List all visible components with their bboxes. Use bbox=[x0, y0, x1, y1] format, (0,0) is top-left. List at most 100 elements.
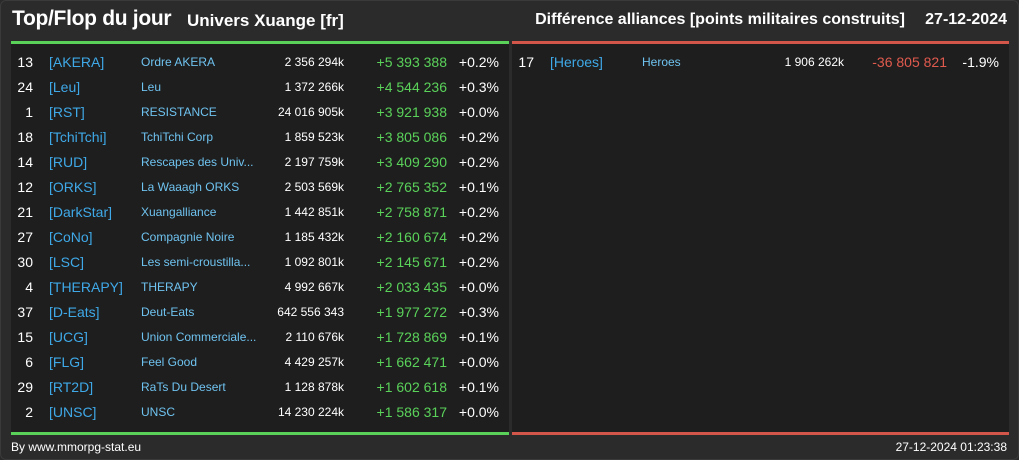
alliance-row: 37 [D-Eats] Deut-Eats 642 556 343 +1 977 272… bbox=[11, 300, 509, 325]
alliance-rank: 29 bbox=[17, 379, 33, 395]
alliance-row: 21 [DarkStar] Xuangalliance 1 442 851k +2 75… bbox=[11, 200, 509, 225]
top-panel: 13 [AKERA] Ordre AKERA 2 356 294k +5 393 388… bbox=[11, 41, 509, 433]
alliance-tag-link[interactable]: [Leu] bbox=[49, 79, 81, 95]
alliance-tag-link[interactable]: [AKERA] bbox=[49, 54, 105, 70]
alliance-points: 2 197 759k bbox=[284, 155, 344, 169]
alliance-percent: +0.0% bbox=[458, 354, 499, 370]
alliance-row: 1 [RST] RESISTANCE 24 016 905k +3 921 938 +0.… bbox=[11, 100, 509, 125]
alliance-diff: +2 765 352 bbox=[376, 179, 447, 195]
alliance-rank: 4 bbox=[25, 279, 33, 295]
alliance-rank: 21 bbox=[17, 204, 33, 220]
alliance-rank: 12 bbox=[17, 179, 33, 195]
alliance-tag-link[interactable]: [Heroes] bbox=[550, 54, 603, 70]
alliance-row: 18 [TchiTchi] TchiTchi Corp 1 859 523k +3 80… bbox=[11, 125, 509, 150]
alliance-diff: +3 409 290 bbox=[376, 154, 447, 170]
universe-label: Univers Xuange [fr] bbox=[187, 11, 344, 30]
alliance-row: 2 [UNSC] UNSC 14 230 224k +1 586 317 +0.0% bbox=[11, 400, 509, 425]
alliance-diff: +1 728 869 bbox=[376, 329, 447, 345]
alliance-row: 12 [ORKS] La Waaagh ORKS 2 503 569k +2 765 3… bbox=[11, 175, 509, 200]
alliance-percent: +0.1% bbox=[458, 179, 499, 195]
alliance-percent: +0.2% bbox=[458, 204, 499, 220]
alliance-rank: 24 bbox=[17, 79, 33, 95]
alliance-tag-link[interactable]: [RT2D] bbox=[49, 379, 94, 395]
alliance-name-link[interactable]: La Waaagh ORKS bbox=[141, 180, 240, 194]
alliance-percent: +0.0% bbox=[458, 104, 499, 120]
alliance-tag-link[interactable]: [UNSC] bbox=[49, 404, 97, 420]
alliance-row: 15 [UCG] Union Commerciale... 2 110 676k +1 … bbox=[11, 325, 509, 350]
alliance-diff: +2 145 671 bbox=[376, 254, 447, 270]
alliance-tag-link[interactable]: [LSC] bbox=[49, 254, 85, 270]
alliance-name-link[interactable]: Feel Good bbox=[141, 355, 198, 369]
alliance-percent: +0.1% bbox=[458, 329, 499, 345]
alliance-diff: +2 033 435 bbox=[376, 279, 447, 295]
alliance-tag-link[interactable]: [TchiTchi] bbox=[49, 129, 107, 145]
alliance-name-link[interactable]: RaTs Du Desert bbox=[141, 380, 226, 394]
alliance-points: 4 992 667k bbox=[284, 280, 344, 294]
alliance-points: 1 185 432k bbox=[284, 230, 344, 244]
alliance-name-link[interactable]: Heroes bbox=[642, 55, 681, 69]
ranking-subtitle: Différence alliances [points militaires … bbox=[535, 11, 905, 28]
footer-timestamp: 27-12-2024 01:23:38 bbox=[895, 440, 1007, 454]
alliance-rank: 37 bbox=[17, 304, 33, 320]
alliance-name-link[interactable]: Union Commerciale... bbox=[141, 330, 257, 344]
alliance-rank: 18 bbox=[17, 129, 33, 145]
alliance-tag-link[interactable]: [RUD] bbox=[49, 154, 88, 170]
alliance-rank: 30 bbox=[17, 254, 33, 270]
alliance-percent: +0.0% bbox=[458, 279, 499, 295]
alliance-diff: +3 921 938 bbox=[376, 104, 447, 120]
alliance-rank: 2 bbox=[25, 404, 33, 420]
alliance-rank: 6 bbox=[25, 354, 33, 370]
alliance-name-link[interactable]: Compagnie Noire bbox=[141, 230, 235, 244]
alliance-tag-link[interactable]: [CoNo] bbox=[49, 229, 93, 245]
alliance-row: 17 [Heroes] Heroes 1 906 262k -36 805 821 -1.… bbox=[512, 50, 1009, 75]
alliance-name-link[interactable]: THERAPY bbox=[141, 280, 198, 294]
alliance-percent: +0.2% bbox=[458, 154, 499, 170]
alliance-row: 29 [RT2D] RaTs Du Desert 1 128 878k +1 602 6… bbox=[11, 375, 509, 400]
alliance-name-link[interactable]: Deut-Eats bbox=[141, 305, 195, 319]
alliance-rank: 15 bbox=[17, 329, 33, 345]
alliance-tag-link[interactable]: [DarkStar] bbox=[49, 204, 113, 220]
alliance-percent: +0.0% bbox=[458, 404, 499, 420]
alliance-name-link[interactable]: Xuangalliance bbox=[141, 205, 217, 219]
alliance-tag-link[interactable]: [RST] bbox=[49, 104, 85, 120]
alliance-row: 6 [FLG] Feel Good 4 429 257k +1 662 471 +0.0% bbox=[11, 350, 509, 375]
alliance-diff: +2 160 674 bbox=[376, 229, 447, 245]
alliance-rank: 1 bbox=[25, 104, 33, 120]
alliance-diff: +1 977 272 bbox=[376, 304, 447, 320]
alliance-percent: +0.2% bbox=[458, 54, 499, 70]
alliance-row: 30 [LSC] Les semi-croustilla... 1 092 801k +… bbox=[11, 250, 509, 275]
alliance-tag-link[interactable]: [UCG] bbox=[49, 329, 88, 345]
alliance-points: 24 016 905k bbox=[277, 105, 344, 119]
alliance-name-link[interactable]: TchiTchi Corp bbox=[141, 130, 214, 144]
alliance-name-link[interactable]: UNSC bbox=[141, 405, 176, 419]
alliance-points: 2 110 676k bbox=[285, 330, 345, 344]
header-date: 27-12-2024 bbox=[925, 11, 1007, 28]
alliance-rank: 13 bbox=[17, 54, 33, 70]
alliance-points: 1 372 266k bbox=[284, 80, 344, 94]
alliance-rank: 14 bbox=[17, 154, 33, 170]
source-credit: By www.mmorpg-stat.eu bbox=[11, 440, 142, 454]
alliance-name-link[interactable]: RESISTANCE bbox=[141, 105, 217, 119]
alliance-percent: +0.3% bbox=[458, 79, 499, 95]
alliance-diff: +5 393 388 bbox=[376, 54, 447, 70]
alliance-percent: +0.2% bbox=[458, 254, 499, 270]
alliance-tag-link[interactable]: [ORKS] bbox=[49, 179, 97, 195]
alliance-name-link[interactable]: Leu bbox=[141, 80, 162, 94]
alliance-tag-link[interactable]: [D-Eats] bbox=[49, 304, 100, 320]
alliance-tag-link[interactable]: [FLG] bbox=[49, 354, 85, 370]
alliance-percent: +0.2% bbox=[458, 229, 499, 245]
alliance-row: 24 [Leu] Leu 1 372 266k +4 544 236 +0.3% bbox=[11, 75, 509, 100]
alliance-name-link[interactable]: Ordre AKERA bbox=[141, 55, 216, 69]
alliance-points: 2 356 294k bbox=[284, 55, 344, 69]
alliance-percent: +0.1% bbox=[458, 379, 499, 395]
alliance-rank: 17 bbox=[518, 54, 534, 70]
alliance-row: 4 [THERAPY] THERAPY 4 992 667k +2 033 435 +0.… bbox=[11, 275, 509, 300]
alliance-name-link[interactable]: Les semi-croustilla... bbox=[141, 255, 251, 269]
alliance-name-link[interactable]: Rescapes des Univ... bbox=[141, 155, 254, 169]
alliance-points: 1 128 878k bbox=[284, 380, 344, 394]
alliance-diff: +3 805 086 bbox=[376, 129, 447, 145]
alliance-points: 1 092 801k bbox=[284, 255, 344, 269]
flop-panel: 17 [Heroes] Heroes 1 906 262k -36 805 821 -1.… bbox=[512, 41, 1009, 433]
alliance-tag-link[interactable]: [THERAPY] bbox=[49, 279, 123, 295]
